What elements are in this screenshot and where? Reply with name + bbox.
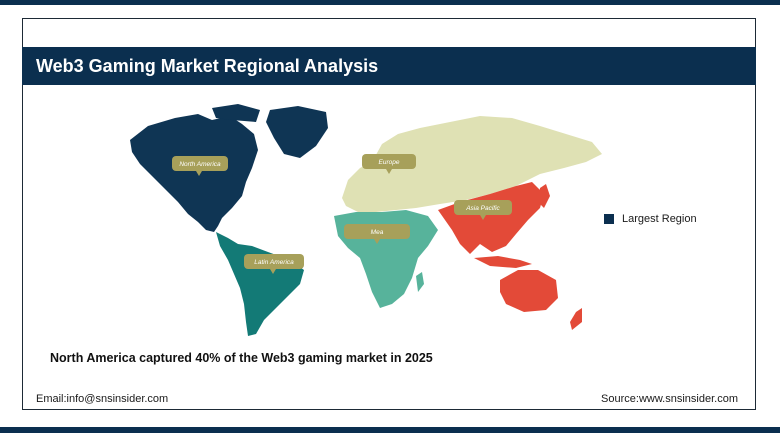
callout-mea: Mea	[344, 224, 410, 244]
new-zealand-shape	[570, 308, 582, 330]
callout-label-latin-america: Latin America	[254, 259, 294, 266]
callout-asia-pacific: Asia Pacific	[454, 200, 512, 220]
greenland-shape	[266, 106, 328, 158]
world-map: North America Europe Asia Pacific Mea La…	[130, 104, 602, 336]
bottom-accent-bar	[0, 427, 780, 433]
callout-north-america: North America	[172, 156, 228, 176]
map-caption: North America captured 40% of the Web3 g…	[50, 351, 433, 365]
australia-shape	[500, 270, 558, 312]
footer-source: Source:www.snsinsider.com	[601, 393, 738, 405]
callout-europe: Europe	[362, 154, 416, 174]
region-europe	[342, 116, 602, 212]
region-asia-pacific	[438, 182, 582, 330]
north-america-shape	[130, 114, 258, 232]
callout-label-mea: Mea	[371, 229, 384, 236]
latin-america-shape	[216, 232, 304, 336]
callout-latin-america: Latin America	[244, 254, 304, 274]
madagascar-shape	[416, 272, 424, 292]
indonesia-shape	[474, 256, 532, 268]
callout-label-europe: Europe	[379, 159, 400, 166]
callout-label-asia-pacific: Asia Pacific	[465, 205, 500, 212]
japan-shape	[538, 184, 550, 208]
page-title: Web3 Gaming Market Regional Analysis	[36, 56, 379, 76]
legend-label: Largest Region	[622, 213, 697, 225]
legend: Largest Region	[604, 211, 697, 227]
region-north-america	[130, 104, 328, 232]
title-band	[22, 47, 756, 85]
footer-email: Email:info@snsinsider.com	[36, 393, 169, 405]
asia-shape	[438, 182, 544, 254]
arctic-islands-shape	[212, 104, 260, 122]
region-latin-america	[216, 232, 304, 336]
europe-shape	[342, 116, 602, 212]
callout-label-north-america: North America	[179, 161, 221, 168]
legend-swatch	[604, 214, 614, 224]
top-accent-bar	[0, 0, 780, 5]
